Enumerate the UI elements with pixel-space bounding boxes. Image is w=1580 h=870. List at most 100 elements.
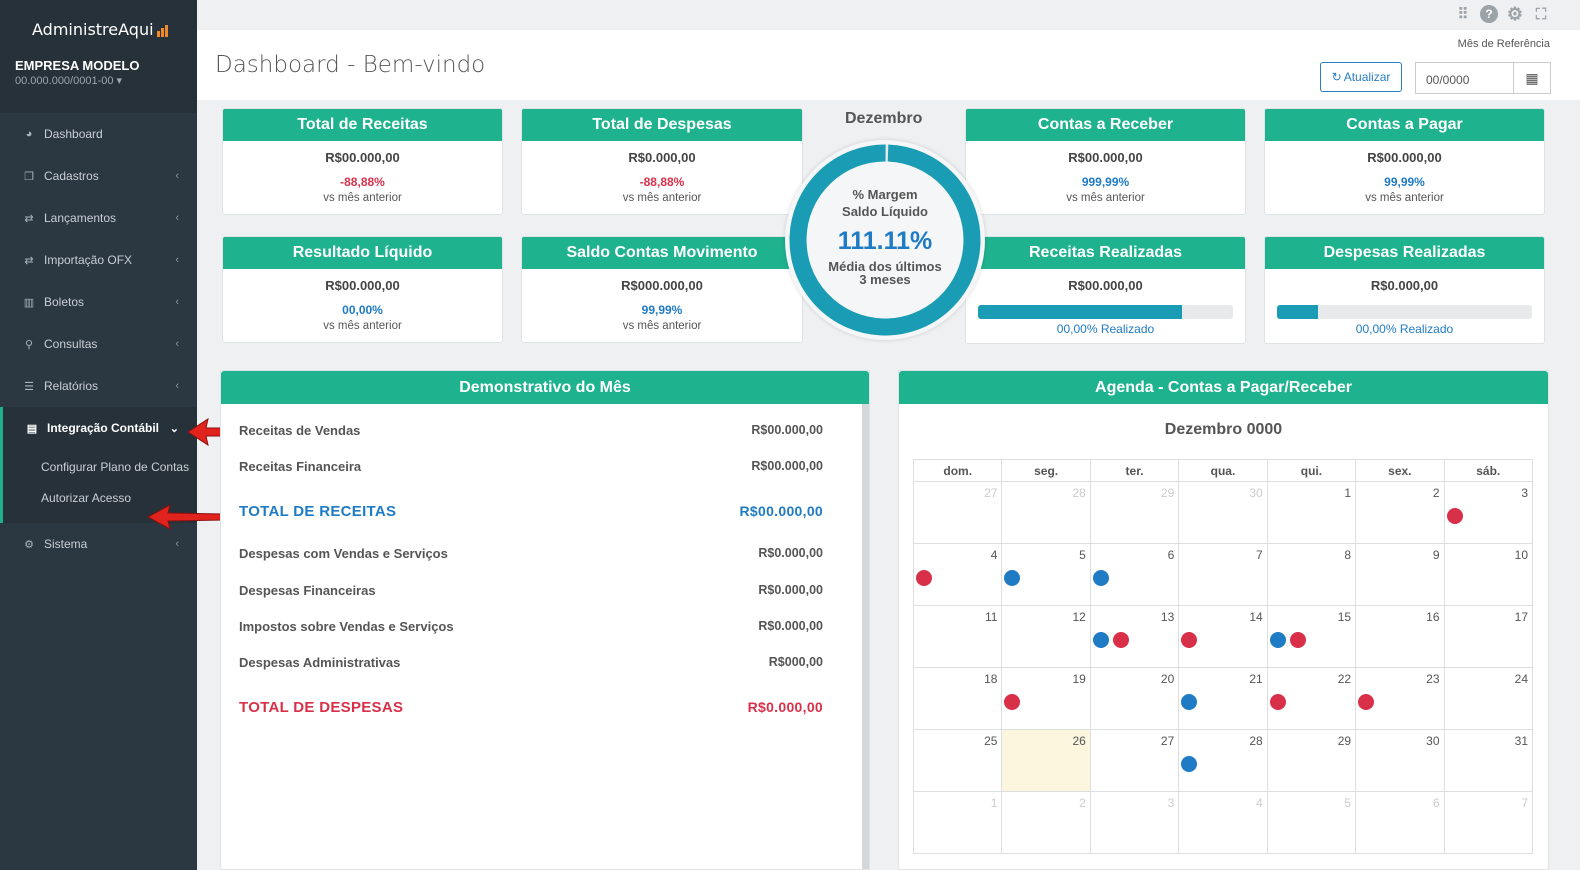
card-value: R$00.000,00: [325, 150, 400, 165]
sidebar-item-cadastros[interactable]: ❐ Cadastros ‹: [0, 155, 197, 197]
scrollbar[interactable]: [862, 404, 869, 869]
calendar-day[interactable]: 7: [1178, 543, 1268, 606]
calendar-day[interactable]: 24: [1443, 667, 1534, 730]
calendar-day[interactable]: 21: [1178, 667, 1268, 730]
calendar-day[interactable]: 31: [1443, 729, 1534, 792]
update-button[interactable]: ↻ Atualizar: [1320, 62, 1402, 92]
calendar-day[interactable]: 6: [1089, 543, 1180, 606]
payable-event-dot[interactable]: [1358, 694, 1375, 710]
fullscreen-icon[interactable]: ⛶: [1535, 5, 1547, 23]
calendar-day[interactable]: 28: [1001, 481, 1091, 544]
reference-month-input[interactable]: 00/0000: [1415, 62, 1514, 94]
company-cnpj[interactable]: 00.000.000/0001-00 ▾: [15, 75, 123, 87]
payable-event-dot[interactable]: [1289, 632, 1306, 648]
calendar-day[interactable]: 4: [912, 543, 1003, 606]
payable-event-dot[interactable]: [916, 570, 932, 586]
calendar-day[interactable]: 19: [1001, 667, 1091, 730]
day-number: 15: [1337, 610, 1352, 624]
calendar-month-title: Dezembro 0000: [1164, 421, 1283, 438]
payable-event-dot[interactable]: [1112, 632, 1129, 648]
calendar-day[interactable]: 7: [1443, 791, 1534, 854]
calendar-day[interactable]: 20: [1089, 667, 1180, 730]
calendar-day[interactable]: 17: [1443, 605, 1534, 668]
calendar-day[interactable]: 3: [1089, 791, 1180, 854]
calendar-day[interactable]: 26: [1001, 729, 1091, 792]
payable-event-dot[interactable]: [1181, 632, 1198, 648]
receivable-event-dot[interactable]: [1092, 570, 1109, 586]
calendar-day[interactable]: 3: [1443, 481, 1534, 544]
sidebar-item-integracao-contabil[interactable]: ▤ Integração Contábil ⌄: [0, 407, 197, 449]
calendar-day[interactable]: 9: [1355, 543, 1445, 606]
calendar-day[interactable]: 1: [1266, 481, 1357, 544]
calendar-day[interactable]: 6: [1355, 791, 1445, 854]
receivable-event-dot[interactable]: [1181, 694, 1198, 710]
calendar-day[interactable]: 5: [1001, 543, 1091, 606]
calendar-day[interactable]: 29: [1089, 481, 1180, 544]
calendar-icon[interactable]: ▦: [1514, 62, 1551, 94]
calendar-day[interactable]: 30: [1355, 729, 1445, 792]
card-percent: 99,99%: [641, 303, 683, 317]
event-dots: [916, 570, 1003, 586]
apps-grid-icon[interactable]: ⠿: [1457, 6, 1469, 23]
calendar-day[interactable]: 10: [1443, 543, 1534, 606]
calendar-day[interactable]: 1: [912, 791, 1003, 854]
card-total-despesas: Total de Despesas R$0.000,00 -88,88% vs …: [521, 108, 803, 215]
day-number: 20: [1160, 672, 1175, 686]
sidebar-item-relatorios[interactable]: ☰ Relatórios ‹: [0, 365, 197, 407]
day-number: 8: [1344, 548, 1352, 562]
row-value: R$0.000,00: [758, 546, 823, 560]
day-number: 13: [1160, 610, 1175, 624]
calendar-day[interactable]: 16: [1355, 605, 1445, 668]
day-number: 18: [984, 672, 998, 686]
sidebar-item-boletos[interactable]: ▥ Boletos ‹: [0, 281, 197, 323]
help-icon[interactable]: ?: [1480, 5, 1498, 23]
card-percent: -88,88%: [340, 175, 385, 189]
calendar-day[interactable]: 23: [1355, 667, 1445, 730]
calendar-day[interactable]: 13: [1089, 605, 1180, 668]
receivable-event-dot[interactable]: [1269, 632, 1286, 648]
weekday-label: sex.: [1355, 459, 1445, 482]
receivable-event-dot[interactable]: [1004, 570, 1021, 586]
company-name[interactable]: EMPRESA MODELO: [15, 58, 140, 73]
payable-event-dot[interactable]: [1446, 508, 1463, 524]
submenu-item-autorizar-acesso[interactable]: Autorizar Acesso: [41, 491, 132, 505]
calendar-day[interactable]: 18: [912, 667, 1003, 730]
refresh-icon: ↻: [1331, 70, 1342, 84]
calendar-day[interactable]: 22: [1266, 667, 1357, 730]
gear-icon[interactable]: ⚙: [1506, 3, 1524, 24]
sidebar-item-dashboard[interactable]: ◕ Dashboard: [0, 113, 197, 155]
row-label: Despesas Administrativas: [239, 655, 401, 670]
sidebar-item-lancamentos[interactable]: ⇄ Lançamentos ‹: [0, 197, 197, 239]
calendar-day[interactable]: 14: [1178, 605, 1268, 668]
payable-event-dot[interactable]: [1269, 694, 1286, 710]
gauge-footnote: Média dos últimos: [828, 259, 942, 274]
calendar-day[interactable]: 25: [912, 729, 1003, 792]
receivable-event-dot[interactable]: [1181, 756, 1198, 772]
receivable-event-dot[interactable]: [1092, 632, 1109, 648]
day-number: 4: [990, 548, 998, 562]
calendar-day[interactable]: 27: [912, 481, 1003, 544]
weekday-label: ter.: [1089, 459, 1180, 482]
payable-event-dot[interactable]: [1004, 694, 1021, 710]
sidebar-item-sistema[interactable]: ⚙ Sistema ‹: [0, 523, 197, 565]
calendar-day[interactable]: 30: [1178, 481, 1268, 544]
card-value: R$0.000,00: [628, 150, 696, 165]
calendar-day[interactable]: 4: [1178, 791, 1268, 854]
calendar-day[interactable]: 12: [1001, 605, 1091, 668]
calendar-day[interactable]: 28: [1178, 729, 1268, 792]
calendar-day[interactable]: 2: [1355, 481, 1445, 544]
calendar-day[interactable]: 27: [1089, 729, 1180, 792]
calendar-day[interactable]: 5: [1266, 791, 1357, 854]
brand-logo[interactable]: AdministreAqui: [32, 20, 169, 41]
calendar-day[interactable]: 2: [1001, 791, 1091, 854]
update-button-label: Atualizar: [1343, 70, 1391, 84]
calendar-day[interactable]: 8: [1266, 543, 1357, 606]
submenu-item-configurar-plano[interactable]: Configurar Plano de Contas: [41, 460, 190, 474]
demonstrativo-panel: Demonstrativo do Mês Receitas de Vendas R…: [220, 370, 870, 870]
calendar-day[interactable]: 11: [912, 605, 1003, 668]
calendar-day[interactable]: 29: [1266, 729, 1357, 792]
sidebar-item-importacao-ofx[interactable]: ⇄ Importação OFX ‹: [0, 239, 197, 281]
row-value: R$00.000,00: [739, 503, 823, 519]
calendar-day[interactable]: 15: [1266, 605, 1357, 668]
sidebar-item-consultas[interactable]: ⚲ Consultas ‹: [0, 323, 197, 365]
